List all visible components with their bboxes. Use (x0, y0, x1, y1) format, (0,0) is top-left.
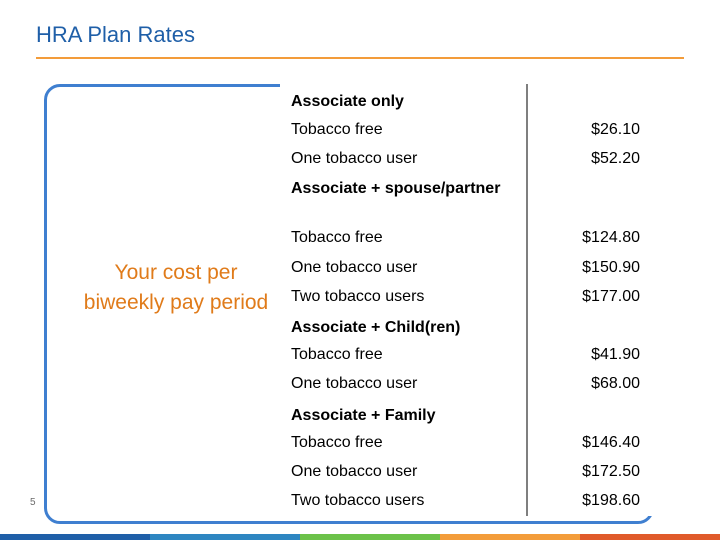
rate-label: Two tobacco users (291, 288, 425, 305)
page-title: HRA Plan Rates (36, 22, 195, 47)
rate-value: $68.00 (591, 375, 640, 392)
rate-value: $150.90 (582, 259, 640, 276)
rate-label: One tobacco user (291, 259, 418, 276)
rate-label: Tobacco free (291, 346, 383, 363)
cost-period-label: Your cost per biweekly pay period (83, 261, 269, 314)
rate-label: Tobacco free (291, 229, 383, 246)
title-divider (36, 57, 684, 59)
footer-color-bar (0, 534, 720, 540)
group-label: Associate + Family (291, 407, 436, 424)
column-divider (526, 84, 528, 516)
group-label: Associate only (291, 93, 404, 110)
rate-value: $172.50 (582, 463, 640, 480)
rate-label: One tobacco user (291, 375, 418, 392)
slide-number: 5 (30, 497, 36, 508)
rate-value: $177.00 (582, 288, 640, 305)
group-label: Associate + spouse/partner (291, 180, 501, 197)
rates-table: Associate only Tobacco free $26.10 One t… (280, 84, 656, 516)
group-label: Associate + Child(ren) (291, 319, 461, 336)
footer-bar-segment (440, 534, 580, 540)
footer-bar-segment (150, 534, 300, 540)
footer-bar-segment (580, 534, 720, 540)
rate-label: Two tobacco users (291, 492, 425, 509)
rate-label: Tobacco free (291, 434, 383, 451)
rate-value: $124.80 (582, 229, 640, 246)
rate-label: One tobacco user (291, 150, 418, 167)
footer-bar-segment (300, 534, 440, 540)
rate-value: $198.60 (582, 492, 640, 509)
rate-value: $41.90 (591, 346, 640, 363)
rate-label: Tobacco free (291, 121, 383, 138)
rate-label: One tobacco user (291, 463, 418, 480)
rate-value: $146.40 (582, 434, 640, 451)
rate-value: $52.20 (591, 150, 640, 167)
footer-bar-segment (0, 534, 150, 540)
rate-value: $26.10 (591, 121, 640, 138)
